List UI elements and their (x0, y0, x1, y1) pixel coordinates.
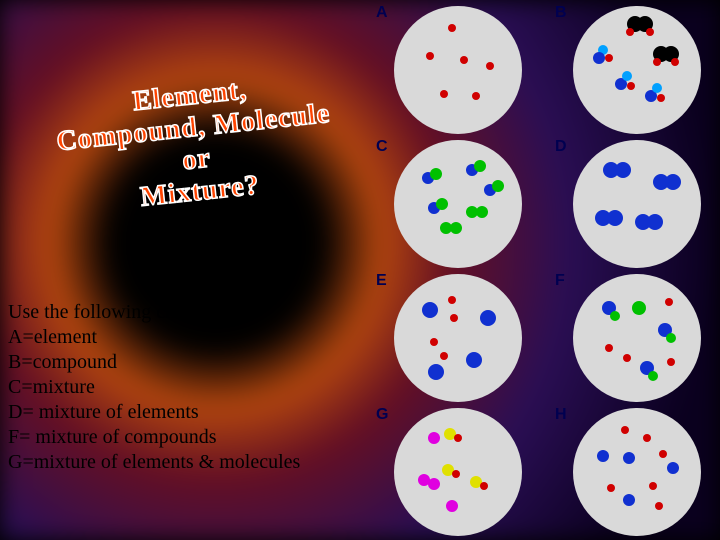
panel-circle-e (394, 274, 522, 402)
atom (476, 206, 488, 218)
panel-label-h: H (555, 406, 567, 424)
atom (474, 160, 486, 172)
choice-g: G=mixture of elements & molecules (8, 450, 368, 475)
atom (428, 478, 440, 490)
panel-h: H (555, 408, 716, 536)
panel-label-a: A (376, 4, 388, 22)
panel-circle-d (573, 140, 701, 268)
atom (623, 494, 635, 506)
atom (605, 54, 613, 62)
atom (667, 462, 679, 474)
atom (667, 358, 675, 366)
panel-f: F (555, 274, 716, 402)
atom (430, 338, 438, 346)
atom (622, 71, 632, 81)
choice-c: C=mixture (8, 375, 368, 400)
atom (607, 210, 623, 226)
atom (643, 434, 651, 442)
atom (666, 333, 676, 343)
choices-block: Use the following choices: A=element B=c… (8, 300, 368, 475)
atom (607, 484, 615, 492)
atom (454, 434, 462, 442)
atom (480, 310, 496, 326)
atom (665, 174, 681, 190)
atom (436, 198, 448, 210)
atom (646, 28, 654, 36)
atom (480, 482, 488, 490)
panel-label-g: G (376, 406, 388, 424)
atom (448, 24, 456, 32)
choice-a: A=element (8, 325, 368, 350)
atom (615, 162, 631, 178)
panel-label-e: E (376, 272, 387, 290)
atom (440, 90, 448, 98)
panel-g: G (376, 408, 537, 536)
panel-c: C (376, 140, 537, 268)
panel-circle-f (573, 274, 701, 402)
panel-circle-h (573, 408, 701, 536)
atom (623, 354, 631, 362)
panel-circle-g (394, 408, 522, 536)
atom (446, 500, 458, 512)
panel-label-c: C (376, 138, 388, 156)
atom (655, 502, 663, 510)
atom (486, 62, 494, 70)
atom (652, 83, 662, 93)
atom (657, 94, 665, 102)
atom (648, 371, 658, 381)
panel-label-d: D (555, 138, 567, 156)
atom (450, 314, 458, 322)
atom (466, 352, 482, 368)
atom (610, 311, 620, 321)
atom (593, 52, 605, 64)
atom (422, 302, 438, 318)
atom (605, 344, 613, 352)
atom (428, 432, 440, 444)
atom (647, 214, 663, 230)
choice-d: D= mixture of elements (8, 400, 368, 425)
panel-b: B (555, 6, 716, 134)
atom (649, 482, 657, 490)
atom (472, 92, 480, 100)
atom (440, 352, 448, 360)
atom (621, 426, 629, 434)
atom (597, 450, 609, 462)
atom (426, 52, 434, 60)
choices-heading: Use the following choices: (8, 300, 368, 325)
panel-label-b: B (555, 4, 567, 22)
choice-b: B=compound (8, 350, 368, 375)
atom (626, 28, 634, 36)
atom (653, 58, 661, 66)
atom (665, 298, 673, 306)
atom (492, 180, 504, 192)
atom (448, 296, 456, 304)
atom (632, 301, 646, 315)
panel-label-f: F (555, 272, 565, 290)
panel-e: E (376, 274, 537, 402)
atom (659, 450, 667, 458)
panel-circle-a (394, 6, 522, 134)
atom (627, 82, 635, 90)
panel-a: A (376, 6, 537, 134)
atom (428, 364, 444, 380)
atom (460, 56, 468, 64)
choice-f: F= mixture of compounds (8, 425, 368, 450)
atom (450, 222, 462, 234)
panel-d: D (555, 140, 716, 268)
atom (452, 470, 460, 478)
panel-circle-b (573, 6, 701, 134)
atom (671, 58, 679, 66)
atom (430, 168, 442, 180)
diagram-grid: A B C D E F G H (376, 6, 716, 536)
panel-circle-c (394, 140, 522, 268)
atom (623, 452, 635, 464)
